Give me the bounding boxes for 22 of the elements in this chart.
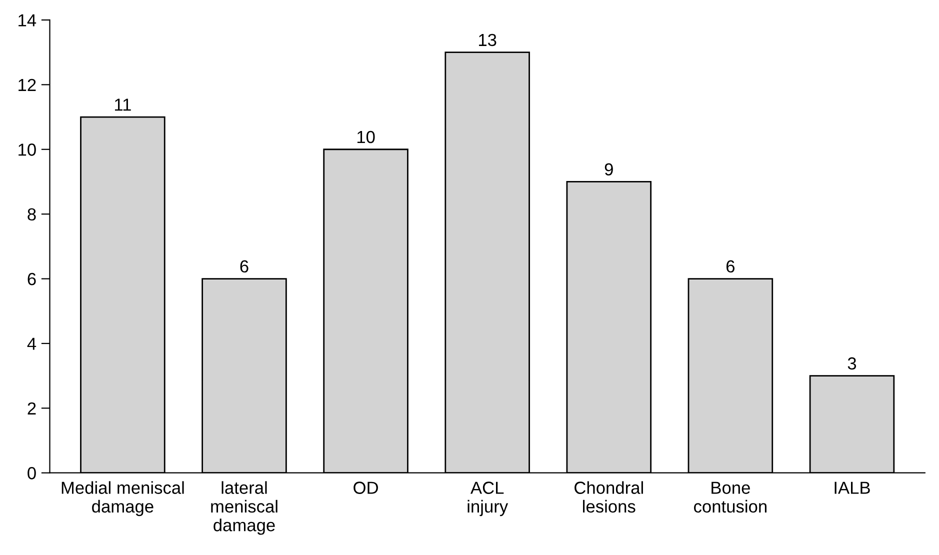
x-tick-label: IALB bbox=[834, 482, 870, 494]
data-label: 13 bbox=[479, 34, 496, 46]
y-tick-label: 14 bbox=[18, 14, 36, 26]
y-tick-label: 0 bbox=[28, 467, 36, 480]
y-tick-label: 4 bbox=[27, 338, 36, 350]
data-label: 9 bbox=[604, 163, 613, 176]
x-tick-label: ACL injury bbox=[468, 482, 508, 516]
x-tick-label: OD bbox=[354, 482, 378, 494]
y-tick-label: 2 bbox=[28, 402, 36, 414]
x-tick-label: Bone contusion bbox=[694, 482, 766, 513]
data-label: 6 bbox=[726, 260, 735, 273]
x-tick-label: Chondral lesions bbox=[574, 481, 643, 513]
data-label: 10 bbox=[357, 130, 375, 144]
x-tick-label: lateral meniscal damage bbox=[211, 481, 278, 535]
data-label: 6 bbox=[240, 260, 248, 273]
y-tick-label: 10 bbox=[18, 144, 36, 156]
data-label: 11 bbox=[115, 98, 131, 111]
data-label: 3 bbox=[848, 357, 856, 370]
y-tick-label: 12 bbox=[18, 78, 36, 91]
x-tick-label: Medial meniscal damage bbox=[62, 481, 184, 516]
y-tick-label: 6 bbox=[28, 272, 36, 286]
y-tick-label: 8 bbox=[28, 208, 36, 221]
